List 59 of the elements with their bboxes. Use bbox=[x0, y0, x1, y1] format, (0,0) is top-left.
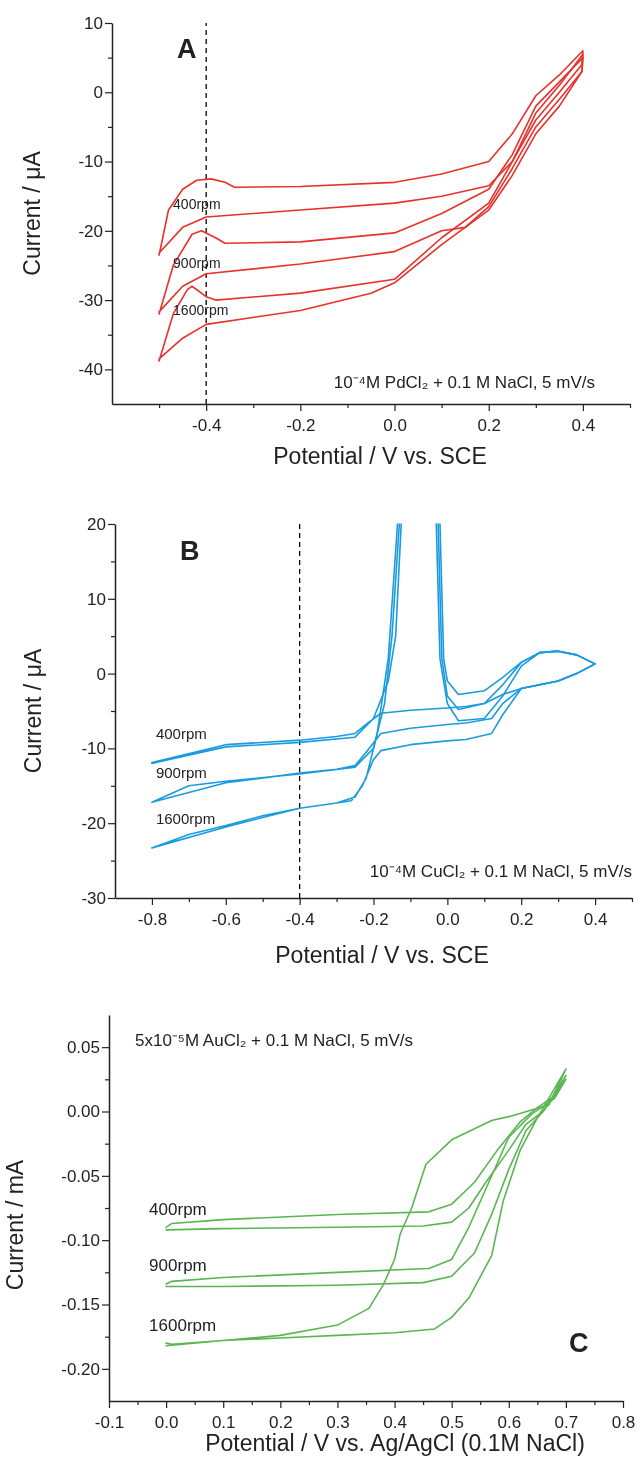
series-label: 1600rpm bbox=[149, 1315, 217, 1335]
x-tick-label: 0.8 bbox=[611, 1412, 636, 1432]
x-tick-label: -0.4 bbox=[192, 415, 222, 435]
x-tick-label: 0.2 bbox=[509, 909, 534, 929]
annotation: C bbox=[569, 1328, 589, 1358]
y-tick-label: -30 bbox=[78, 291, 103, 311]
x-tick-label: 0.7 bbox=[554, 1412, 579, 1432]
x-axis-title: Potential / V vs. SCE bbox=[275, 942, 489, 968]
y-axis-title: Current / mA bbox=[2, 1159, 28, 1291]
annotation: 5x10⁻⁵M AuCl₂ + 0.1 M NaCl, 5 mV/s bbox=[135, 1031, 414, 1050]
x-tick-label: -0.1 bbox=[94, 1412, 125, 1432]
series-label: 400rpm bbox=[155, 725, 207, 743]
y-tick-label: -0.20 bbox=[61, 1359, 100, 1379]
x-tick-label: 0.6 bbox=[497, 1412, 522, 1432]
y-tick-label: 10 bbox=[87, 589, 106, 609]
y-tick-label: 0 bbox=[96, 664, 106, 684]
series-label: 900rpm bbox=[155, 764, 207, 782]
x-tick-label: 0.2 bbox=[269, 1412, 293, 1432]
x-tick-label: 0.3 bbox=[326, 1412, 350, 1432]
annotation: 10⁻⁴M PdCl₂ + 0.1 M NaCl, 5 mV/s bbox=[333, 373, 595, 392]
y-tick-label: -40 bbox=[78, 360, 103, 380]
x-axis-title: Potential / V vs. Ag/AgCl (0.1M NaCl) bbox=[205, 1430, 585, 1456]
x-axis-title: Potential / V vs. SCE bbox=[273, 443, 487, 469]
x-tick-label: -0.2 bbox=[359, 909, 389, 929]
x-tick-label: 0.0 bbox=[154, 1412, 179, 1432]
annotation: A bbox=[177, 34, 197, 64]
x-tick-label: 0.4 bbox=[383, 1412, 407, 1432]
x-tick-label: 0.4 bbox=[583, 909, 608, 929]
series-label: 400rpm bbox=[149, 1199, 207, 1219]
x-tick-label: -0.4 bbox=[285, 909, 315, 929]
annotation: B bbox=[180, 536, 200, 566]
y-tick-label: -10 bbox=[81, 739, 106, 759]
series-label: 900rpm bbox=[149, 1256, 207, 1276]
x-tick-label: 0.2 bbox=[477, 415, 502, 435]
y-tick-label: 0 bbox=[93, 83, 103, 103]
y-tick-label: 20 bbox=[87, 514, 106, 534]
x-tick-label: -0.8 bbox=[137, 909, 168, 929]
y-tick-label: 0.00 bbox=[66, 1102, 100, 1122]
x-tick-label: 0.0 bbox=[383, 415, 407, 435]
x-tick-label: -0.6 bbox=[211, 909, 241, 929]
x-tick-label: 0.4 bbox=[571, 415, 596, 435]
y-tick-label: 10 bbox=[84, 13, 103, 33]
y-axis-title: Current / μA bbox=[19, 150, 45, 276]
x-tick-label: 0.1 bbox=[211, 1412, 236, 1432]
x-tick-label: -0.2 bbox=[286, 415, 316, 435]
y-tick-label: -30 bbox=[81, 888, 106, 908]
series-label: 400rpm bbox=[173, 196, 221, 213]
y-tick-label: -0.10 bbox=[61, 1231, 100, 1251]
y-axis-title: Current / μA bbox=[20, 648, 46, 774]
x-tick-label: 0.0 bbox=[436, 909, 460, 929]
x-tick-label: 0.5 bbox=[440, 1412, 464, 1432]
series-label: 1600rpm bbox=[155, 809, 216, 827]
y-tick-label: -20 bbox=[81, 814, 106, 834]
y-tick-label: -10 bbox=[78, 152, 103, 172]
y-tick-label: 0.05 bbox=[66, 1038, 100, 1058]
y-tick-label: -20 bbox=[78, 221, 103, 241]
y-tick-label: -0.15 bbox=[61, 1295, 100, 1315]
annotation: 10⁻⁴M CuCl₂ + 0.1 M NaCl, 5 mV/s bbox=[369, 862, 632, 881]
y-tick-label: -0.05 bbox=[61, 1166, 100, 1186]
